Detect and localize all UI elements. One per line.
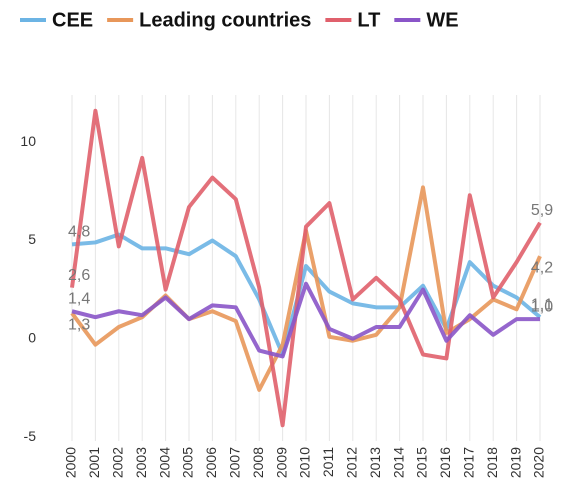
x-tick-label: 2013 — [367, 447, 383, 478]
x-tick-label: 2016 — [437, 447, 453, 478]
x-tick-label: 2000 — [63, 447, 79, 478]
x-tick-label: 2018 — [484, 447, 500, 478]
x-tick-label: 2002 — [110, 447, 126, 478]
x-tick-label: 2001 — [86, 447, 102, 478]
x-tick-label: 2019 — [507, 447, 523, 478]
data-label: 1,4 — [68, 290, 90, 307]
legend-label: Leading countries — [139, 9, 311, 31]
series-line — [70, 108, 542, 428]
x-tick-label: 2010 — [297, 447, 313, 478]
data-label: 2,6 — [68, 267, 90, 284]
x-tick-label: 2015 — [414, 447, 430, 478]
x-tick-label: 2007 — [227, 447, 243, 478]
legend-label: WE — [426, 9, 458, 31]
x-tick-label: 2004 — [156, 447, 172, 478]
legend-label: CEE — [52, 9, 93, 31]
series-line — [71, 232, 542, 357]
data-label: 4,8 — [68, 224, 90, 241]
x-tick-label: 2009 — [273, 447, 289, 478]
data-label: 4,2 — [531, 259, 553, 276]
x-tick-label: 2005 — [180, 447, 196, 478]
legend-label: LT — [357, 9, 380, 31]
data-label: 1,1 — [531, 296, 553, 313]
data-label: 1,0 — [531, 298, 553, 315]
y-tick-label: 5 — [28, 231, 36, 247]
x-tick-label: 2012 — [344, 447, 360, 478]
x-tick-label: 2011 — [320, 447, 336, 477]
y-tick-label: 0 — [28, 329, 36, 345]
x-tick-label: 2003 — [133, 447, 149, 478]
data-label: 1,3 — [68, 316, 90, 333]
series-line — [71, 281, 540, 359]
x-tick-label: 2014 — [390, 447, 406, 478]
x-tick-label: 2017 — [461, 447, 477, 478]
data-label: 5,9 — [531, 202, 553, 219]
y-tick-label: 10 — [20, 133, 36, 149]
x-tick-label: 2006 — [203, 447, 219, 478]
x-tick-label: 2008 — [250, 447, 266, 478]
x-tick-label: 2020 — [531, 447, 547, 478]
y-tick-label: -5 — [24, 428, 37, 444]
